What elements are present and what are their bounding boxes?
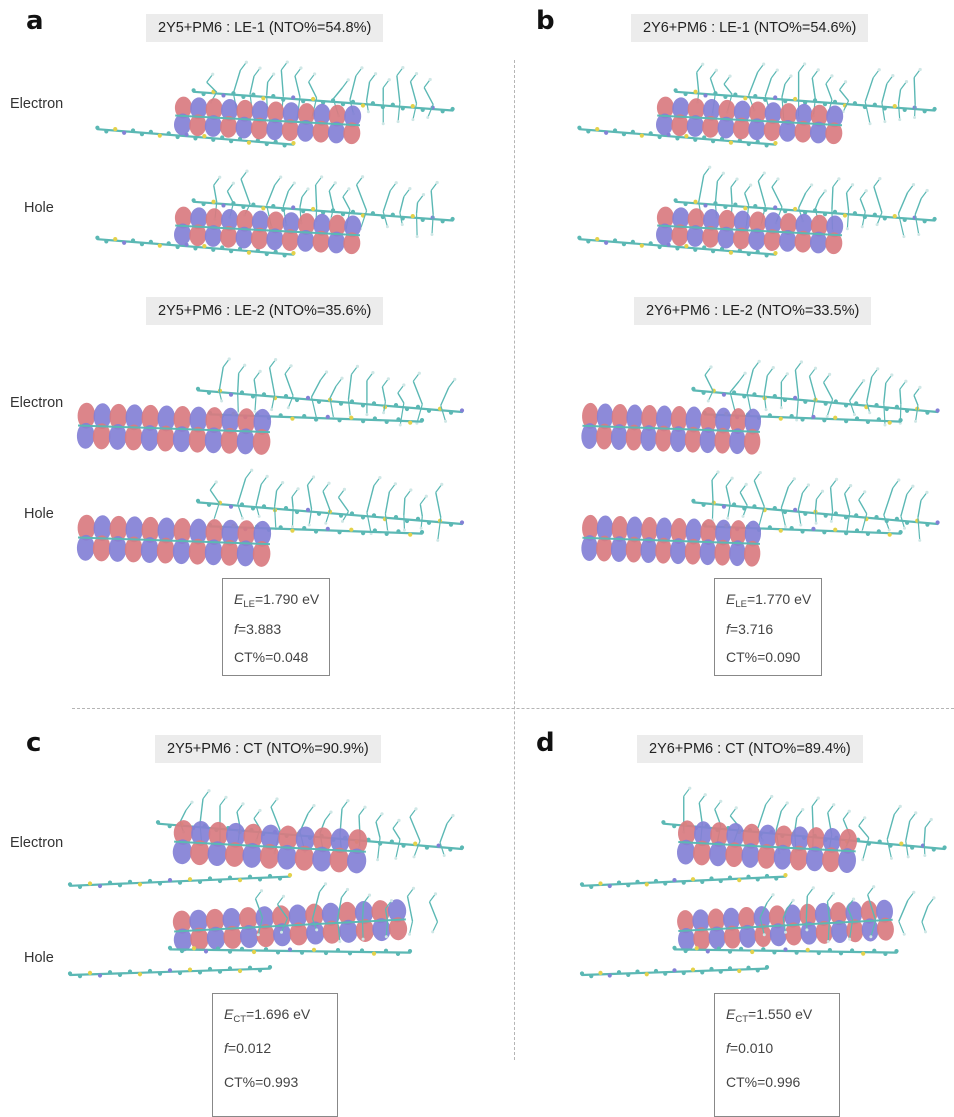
molecule-image: [579, 786, 947, 889]
molecule-image: [95, 60, 455, 148]
panel-c-title-ct: 2Y5+PM6 : CT (NTO%=90.9%): [155, 735, 381, 763]
molecule-image: [577, 62, 937, 148]
panel-a-hole-label: Hole: [24, 200, 54, 216]
panel-c-info-box: ECT=1.696 eV f=0.012 CT%=0.993: [212, 993, 338, 1117]
panel-d-title-ct: 2Y6+PM6 : CT (NTO%=89.4%): [637, 735, 863, 763]
molecule-image: [76, 357, 465, 455]
panel-a-electron-label-2: Electron: [10, 395, 64, 411]
molecule-image: [577, 165, 937, 258]
horizontal-separator: [72, 708, 954, 709]
panel-b-title-le1: 2Y6+PM6 : LE-1 (NTO%=54.6%): [631, 14, 869, 42]
panel-c-hole-label: Hole: [24, 950, 54, 966]
panel-letter-d: d: [536, 728, 555, 758]
molecule-image: [581, 359, 940, 455]
molecule-image: [67, 882, 439, 979]
panel-a-title-le2: 2Y5+PM6 : LE-2 (NTO%=35.6%): [146, 297, 384, 325]
panel-b-title-le2: 2Y6+PM6 : LE-2 (NTO%=33.5%): [634, 297, 872, 325]
panel-a-hole-label-2: Hole: [24, 506, 54, 522]
molecule-image: [579, 885, 936, 979]
panel-letter-b: b: [536, 6, 555, 36]
panel-d-info-box: ECT=1.550 eV f=0.010 CT%=0.996: [714, 993, 840, 1117]
panel-letter-c: c: [26, 728, 42, 758]
panel-a-info-box: ELE=1.790 eV f=3.883 CT%=0.048: [222, 578, 330, 676]
panel-a-electron-label: Electron: [10, 96, 64, 112]
panel-a-title-le1: 2Y5+PM6 : LE-1 (NTO%=54.8%): [146, 14, 384, 42]
panel-letter-a: a: [26, 6, 44, 36]
panel-c-electron-label: Electron: [10, 835, 64, 851]
molecule-image: [95, 169, 455, 258]
panel-b-info-box: ELE=1.770 eV f=3.716 CT%=0.090: [714, 578, 822, 676]
molecule-image: [581, 470, 940, 567]
molecule-image: [67, 789, 465, 889]
molecule-image: [76, 468, 465, 567]
vertical-separator: [514, 60, 515, 1060]
